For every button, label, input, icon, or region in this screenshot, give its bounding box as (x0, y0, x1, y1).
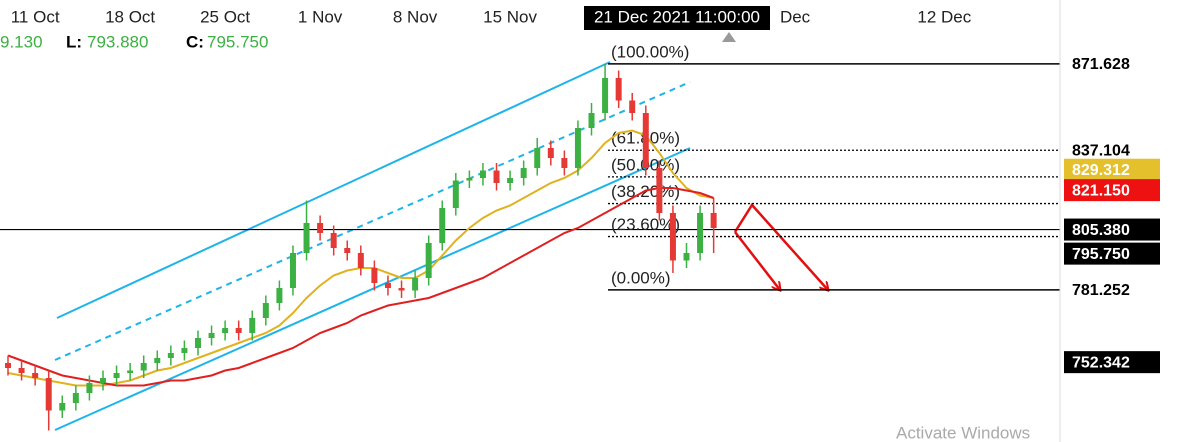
candle-body (547, 148, 554, 158)
channel-upper (56, 61, 611, 319)
candle-body (656, 168, 663, 213)
price-tag-label: 821.150 (1072, 182, 1130, 199)
candle-body (452, 180, 459, 208)
candle-body (276, 288, 283, 303)
price-tag (1064, 179, 1160, 202)
price-tag-label: 871.628 (1072, 56, 1130, 73)
candle-body (86, 383, 93, 393)
candle-body (588, 113, 595, 128)
candle-body (99, 378, 106, 383)
candle-body (344, 248, 351, 253)
candle-body (479, 170, 486, 178)
candle-body (669, 213, 676, 261)
crosshair-marker (722, 32, 736, 42)
fib-label: (100.00%) (611, 42, 689, 61)
candle-body (330, 233, 337, 248)
fib-label: (0.00%) (611, 268, 671, 287)
x-tick-label: 18 Oct (105, 7, 155, 26)
price-tag-label: 837.104 (1072, 142, 1130, 159)
header-label: L: (66, 32, 82, 51)
price-tag (1064, 52, 1160, 75)
candle-body (72, 393, 79, 403)
candle-body (574, 128, 581, 168)
x-tick-label: 25 Oct (200, 7, 250, 26)
candle-body (262, 303, 269, 318)
header-value: 795.750 (207, 32, 268, 51)
candle-body (398, 288, 405, 291)
candle-body (222, 328, 229, 333)
x-tick-label: 8 Nov (393, 7, 438, 26)
price-tag (1064, 158, 1160, 181)
price-tag-label: 805.380 (1072, 222, 1130, 239)
x-tick-label: 15 Nov (483, 7, 537, 26)
crosshair-box (584, 6, 770, 30)
projection-arrow (734, 231, 780, 290)
x-tick-label: Dec (780, 7, 811, 26)
candle-body (710, 213, 717, 228)
price-tag (1064, 278, 1160, 301)
header-value: 793.880 (87, 32, 148, 51)
candle-body (167, 353, 174, 358)
projection-arrow (733, 202, 828, 290)
candle-body (113, 373, 120, 378)
candle-body (642, 113, 649, 168)
candle-body (520, 168, 527, 178)
channel-middle (54, 81, 691, 361)
candle-body (357, 253, 364, 268)
price-tag (1064, 218, 1160, 241)
candle-body (235, 328, 242, 333)
candle-body (466, 178, 473, 181)
candle-body (683, 253, 690, 261)
candle-body (629, 100, 636, 113)
candle-body (59, 403, 66, 411)
candle-body (45, 378, 52, 411)
candle-body (289, 253, 296, 288)
candle-body (534, 148, 541, 168)
price-tag-label: 781.252 (1072, 282, 1130, 299)
price-tag-label: 795.750 (1072, 246, 1130, 263)
price-tag (1064, 242, 1160, 265)
candle-body (32, 373, 39, 378)
candle-body (208, 333, 215, 338)
candle-body (602, 78, 609, 113)
price-tag-label: 752.342 (1072, 354, 1130, 371)
watermark: Activate Windows (896, 423, 1030, 442)
candle-body (697, 213, 704, 253)
price-tag (1064, 139, 1160, 162)
candle-body (507, 178, 514, 183)
candle-body (615, 78, 622, 101)
fib-label: (23.60%) (611, 215, 680, 234)
candle-body (140, 363, 147, 371)
candle-body (127, 370, 134, 373)
candle-body (18, 368, 25, 373)
candle-body (371, 268, 378, 283)
price-tag-label: 829.312 (1072, 162, 1130, 179)
crosshair-label: 21 Dec 2021 11:00:00 (594, 7, 760, 26)
candle-body (249, 318, 256, 333)
header-label: C: (186, 32, 204, 51)
candle-body (561, 158, 568, 168)
candle-body (5, 363, 11, 368)
candle-body (412, 278, 419, 291)
x-tick-label: 1 Nov (298, 7, 343, 26)
candle-body (154, 358, 161, 363)
x-tick-label: 11 Oct (11, 7, 60, 26)
moving-average (7, 187, 714, 387)
price-tag (1064, 351, 1160, 374)
header-value: 9.130 (0, 32, 43, 51)
candle-body (384, 283, 391, 288)
candle-body (493, 170, 500, 183)
candle-body (317, 223, 324, 233)
candle-body (425, 243, 432, 278)
x-tick-label: 12 Dec (917, 7, 971, 26)
candle-body (194, 338, 201, 348)
candle-body (439, 208, 446, 243)
candle-body (181, 348, 188, 353)
candle-body (303, 223, 310, 253)
